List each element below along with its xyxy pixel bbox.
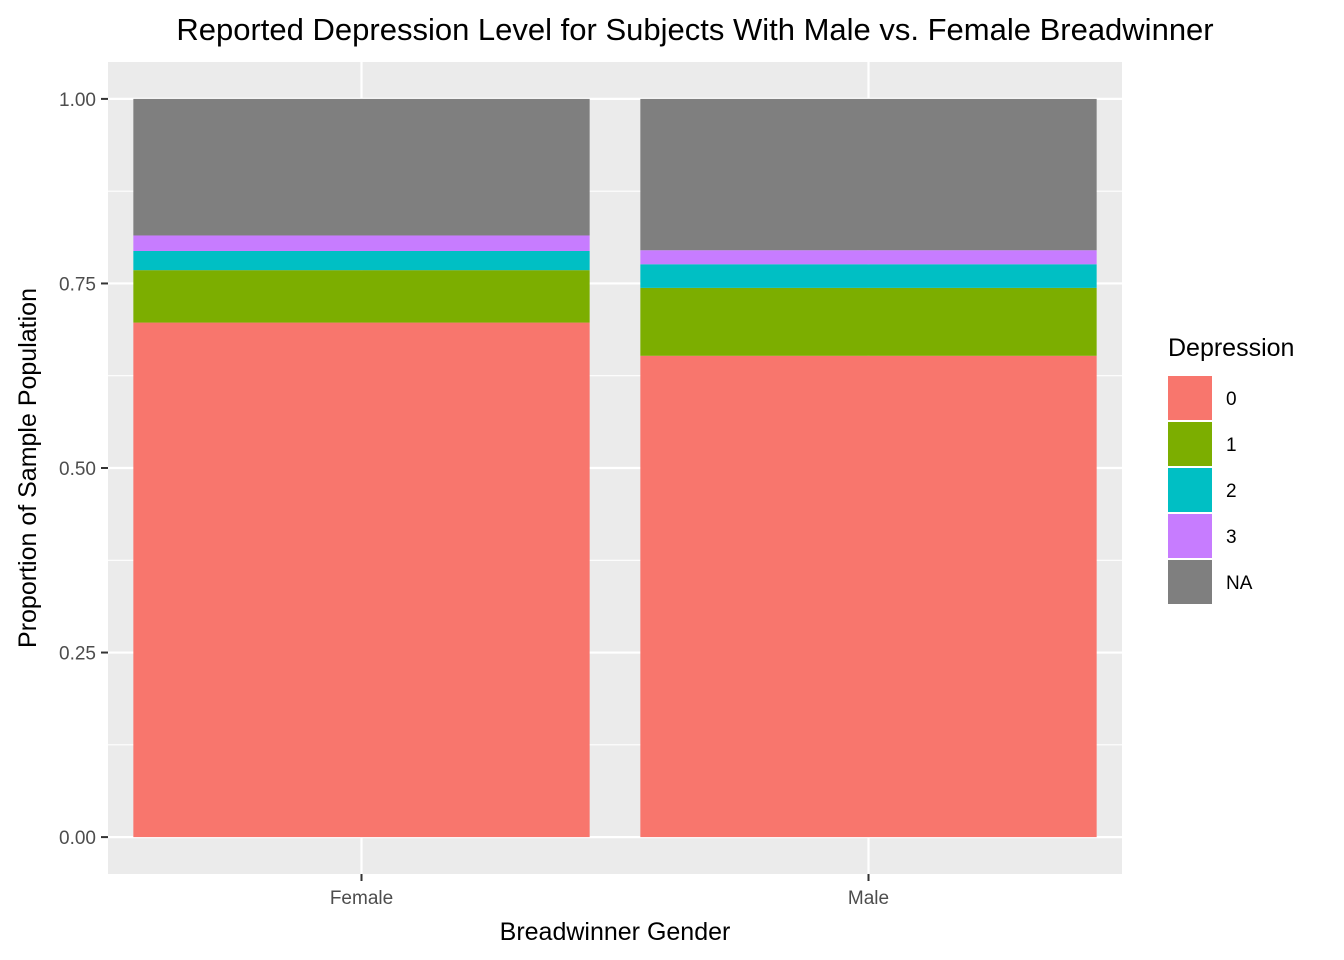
bar-segment bbox=[640, 98, 1097, 251]
legend-title: Depression bbox=[1168, 334, 1294, 362]
legend-label: NA bbox=[1226, 573, 1253, 594]
y-tick-label: 0.75 bbox=[59, 274, 96, 295]
legend-key bbox=[1168, 422, 1212, 466]
legend-label: 0 bbox=[1226, 389, 1237, 410]
y-tick-label: 0.25 bbox=[59, 644, 96, 665]
bar-segment bbox=[133, 250, 590, 271]
legend-key bbox=[1168, 560, 1212, 604]
axes: 0.00 0.25 0.50 0.75 1.00 Female Male bbox=[59, 90, 889, 909]
y-tick-label: 0.00 bbox=[59, 828, 96, 849]
y-tick-label: 0.50 bbox=[59, 459, 96, 480]
x-tick-label: Female bbox=[330, 888, 393, 909]
legend-label: 3 bbox=[1226, 527, 1237, 548]
bar-segment bbox=[640, 250, 1097, 265]
bar-segment bbox=[133, 235, 590, 251]
legend-label: 1 bbox=[1226, 435, 1237, 456]
x-axis-title: Breadwinner Gender bbox=[500, 918, 731, 946]
x-tick-label: Male bbox=[848, 888, 889, 909]
chart-title: Reported Depression Level for Subjects W… bbox=[176, 12, 1213, 47]
bar-segment bbox=[133, 98, 590, 236]
bar-segment bbox=[640, 355, 1097, 838]
bar-segment bbox=[640, 287, 1097, 356]
legend-key bbox=[1168, 376, 1212, 420]
legend: Depression 0 1 2 3 NA bbox=[1168, 334, 1294, 604]
legend-label: 2 bbox=[1226, 481, 1237, 502]
bar-segment bbox=[133, 270, 590, 323]
y-tick-label: 1.00 bbox=[59, 90, 96, 111]
y-axis-title: Proportion of Sample Population bbox=[14, 288, 42, 648]
legend-key bbox=[1168, 514, 1212, 558]
bar-segment bbox=[640, 264, 1097, 288]
bar-segment bbox=[133, 322, 590, 838]
legend-key bbox=[1168, 468, 1212, 512]
bars bbox=[133, 98, 1097, 838]
